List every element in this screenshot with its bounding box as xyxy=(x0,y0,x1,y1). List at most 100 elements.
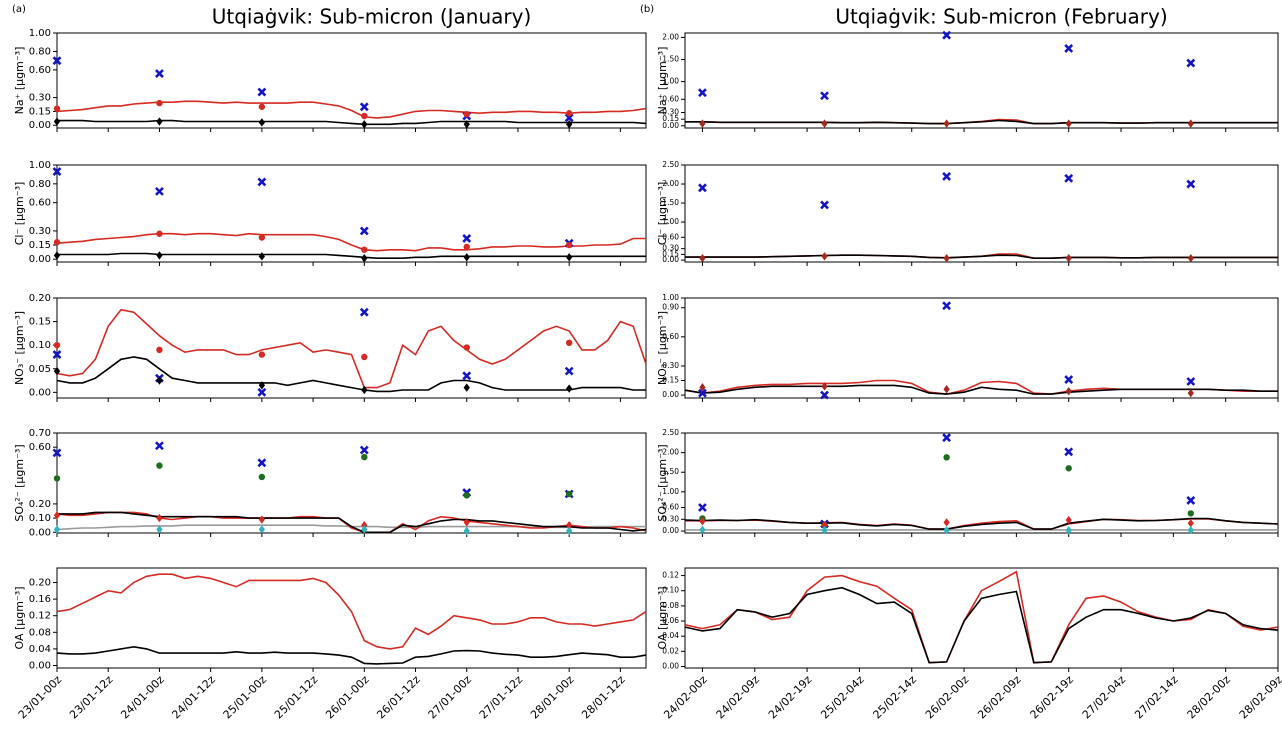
dot-marker xyxy=(565,490,573,498)
y-tick-label: 0.00 xyxy=(662,390,679,399)
diamond-marker xyxy=(699,119,706,128)
diamond-marker xyxy=(53,366,61,376)
y-tick-label: 0.80 xyxy=(29,46,51,57)
diamond-marker xyxy=(258,118,266,127)
axes-frame xyxy=(56,297,647,399)
y-axis-label: NO₃⁻ [μgm⁻³] xyxy=(13,311,26,385)
line xyxy=(56,356,646,393)
axes-frame xyxy=(56,432,647,534)
diamond-marker xyxy=(463,518,470,527)
y-tick-label: 1.00 xyxy=(662,77,679,86)
x-tick-label: 25/02-14z xyxy=(871,673,920,722)
dot-marker xyxy=(156,462,163,469)
y-tick-label: 0.60 xyxy=(29,442,51,453)
x-marker xyxy=(1186,58,1196,68)
dot-marker xyxy=(156,230,163,237)
diamond-marker xyxy=(943,253,950,263)
x-tick-label: 24/01-00z xyxy=(118,673,167,722)
y-tick-label: 0.10 xyxy=(662,586,679,595)
x-marker xyxy=(257,458,267,468)
diamond-marker xyxy=(156,525,163,534)
y-tick-label: 0.00 xyxy=(662,661,679,670)
y-tick-label: 2.00 xyxy=(662,448,679,457)
diamond-marker xyxy=(156,376,163,385)
diamond-marker xyxy=(258,515,266,524)
diamond-marker xyxy=(463,383,470,392)
y-tick-label: 0.00 xyxy=(29,527,51,538)
y-tick-label: 0.60 xyxy=(29,65,51,76)
x-marker xyxy=(942,171,952,181)
y-tick-label: 0.04 xyxy=(662,631,679,640)
y-tick-label: 1.00 xyxy=(662,487,679,496)
dot-marker xyxy=(1187,510,1194,517)
diamond-marker xyxy=(361,520,368,530)
y-tick-label: 0.00 xyxy=(29,661,51,672)
diamond-marker xyxy=(361,525,368,534)
diamond-marker xyxy=(699,525,706,535)
x-marker xyxy=(1186,496,1196,505)
x-marker xyxy=(462,371,472,381)
dot-marker xyxy=(361,246,368,253)
line xyxy=(57,119,647,126)
diamond-marker xyxy=(258,252,266,261)
x-marker xyxy=(462,234,472,243)
x-marker xyxy=(820,390,829,400)
y-tick-label: 2.50 xyxy=(662,428,679,437)
line xyxy=(56,308,647,389)
dot-marker xyxy=(53,341,61,349)
diamond-marker xyxy=(566,520,573,530)
x-marker xyxy=(52,56,62,66)
diamond-marker xyxy=(156,117,163,126)
x-marker xyxy=(359,307,369,317)
axes-frame xyxy=(684,32,1279,129)
y-axis-label: Cl⁻ [μgm⁻³] xyxy=(656,182,669,246)
dot-marker xyxy=(53,239,61,246)
y-tick-label: 0.00 xyxy=(662,255,679,264)
diamond-marker xyxy=(1065,526,1072,535)
diamond-marker xyxy=(258,381,266,390)
x-marker xyxy=(1064,173,1074,183)
y-axis-label: SO₄²⁻ [μgm⁻³] xyxy=(13,444,26,521)
axes-frame xyxy=(56,164,647,263)
y-tick-label: 1.50 xyxy=(662,55,679,64)
diamond-marker xyxy=(699,253,706,263)
axes-frame xyxy=(56,567,647,669)
axes-frame xyxy=(684,297,1279,399)
x-marker xyxy=(698,388,707,398)
line xyxy=(56,232,646,252)
x-marker xyxy=(257,177,267,187)
x-tick-label: 24/02-09z xyxy=(714,673,763,722)
y-tick-label: 1.00 xyxy=(662,217,679,226)
diamond-marker xyxy=(463,120,470,129)
y-tick-label: 1.50 xyxy=(662,467,679,476)
x-marker xyxy=(359,445,369,455)
diamond-marker xyxy=(463,253,470,262)
x-marker xyxy=(820,200,829,210)
x-marker xyxy=(1064,447,1074,457)
diamond-marker xyxy=(821,382,828,391)
x-marker xyxy=(257,387,267,397)
y-axis-label: Na⁺ [μgm⁻³] xyxy=(13,47,26,115)
x-tick-label: 25/01-00z xyxy=(221,673,270,722)
diamond-marker xyxy=(1065,119,1072,128)
x-tick-label: 28/01-00z xyxy=(528,673,577,722)
y-tick-label: 0.15 xyxy=(29,317,51,328)
y-tick-label: 0.30 xyxy=(662,108,679,117)
diamond-marker xyxy=(1187,518,1194,528)
y-axis-label: Na⁺ [μgm⁻³] xyxy=(656,47,669,115)
y-tick-label: 0.00 xyxy=(29,120,51,131)
x-marker xyxy=(52,448,62,458)
dot-marker xyxy=(463,492,470,499)
y-axis-label: OA [μgm⁻³] xyxy=(656,587,669,650)
y-tick-label: 0.00 xyxy=(29,387,51,398)
y-tick-label: 0.60 xyxy=(29,198,51,209)
diamond-marker xyxy=(1187,526,1194,535)
diamond-marker xyxy=(821,526,828,535)
y-axis-label: NO₃⁻ [μgm⁻³] xyxy=(656,311,669,385)
y-tick-label: 0.08 xyxy=(662,601,679,610)
y-tick-label: 0.12 xyxy=(662,571,679,580)
y-tick-label: 0.08 xyxy=(29,627,51,638)
y-tick-label: 0.30 xyxy=(662,244,679,253)
y-tick-label: 0.00 xyxy=(662,121,679,130)
